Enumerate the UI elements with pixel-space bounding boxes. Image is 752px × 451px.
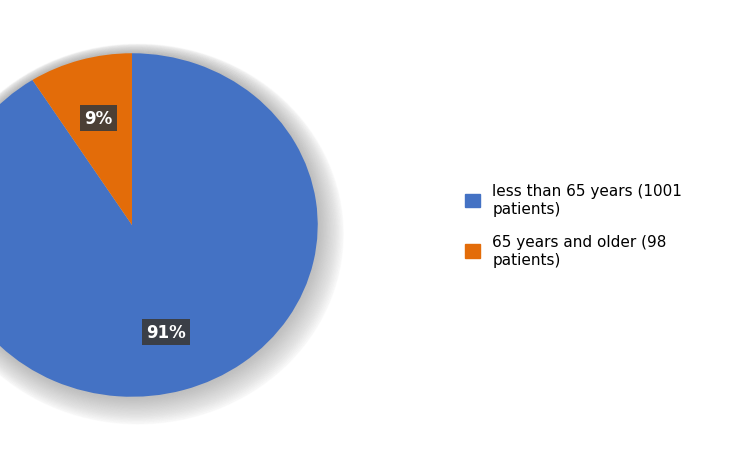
- Wedge shape: [32, 54, 132, 226]
- Text: 91%: 91%: [146, 323, 186, 341]
- Wedge shape: [0, 54, 317, 397]
- Text: 9%: 9%: [84, 110, 112, 128]
- Legend: less than 65 years (1001
patients), 65 years and older (98
patients): less than 65 years (1001 patients), 65 y…: [459, 178, 688, 273]
